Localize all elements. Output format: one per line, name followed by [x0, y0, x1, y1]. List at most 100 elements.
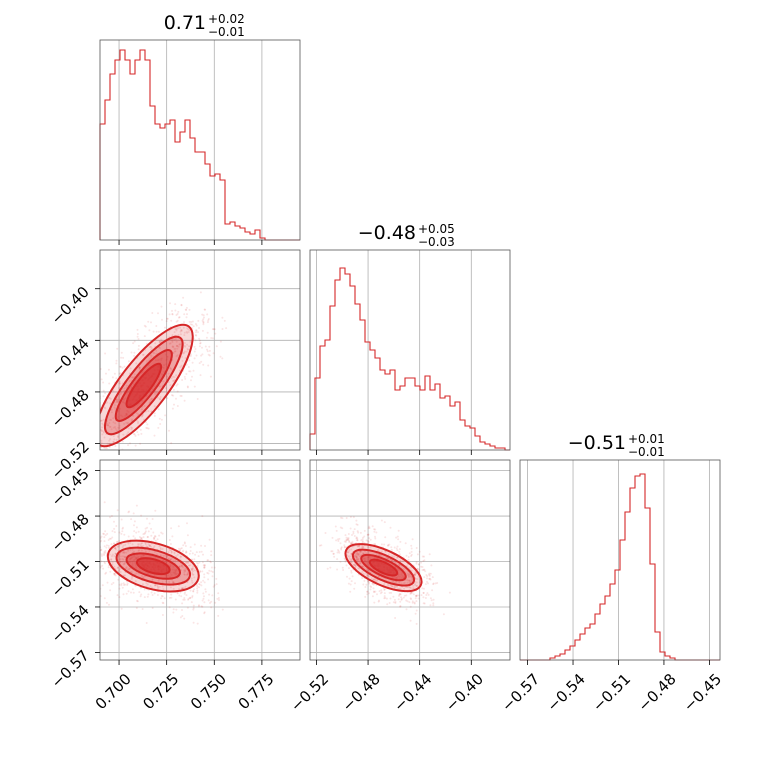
sample-point: [397, 529, 400, 532]
sample-point: [345, 536, 348, 539]
sample-point: [154, 583, 157, 586]
sample-point: [179, 394, 182, 397]
sample-point: [188, 359, 191, 362]
sample-point: [74, 422, 76, 424]
sample-point: [122, 550, 125, 553]
sample-point: [100, 368, 102, 370]
sample-point: [188, 552, 191, 555]
sample-point: [108, 425, 111, 428]
sample-point: [125, 566, 128, 569]
sample-point: [119, 365, 122, 368]
sample-point: [146, 526, 149, 529]
sample-point: [415, 609, 418, 612]
sample-point: [403, 587, 406, 590]
sample-point: [355, 519, 358, 522]
sample-point: [111, 468, 113, 470]
sample-point: [153, 392, 156, 395]
sample-point: [390, 559, 393, 562]
sample-point: [207, 318, 210, 320]
sample-point: [132, 591, 135, 594]
sample-point: [394, 602, 397, 604]
sample-point: [201, 605, 204, 608]
sample-point: [104, 392, 107, 395]
sample-point: [367, 556, 370, 559]
sample-point: [180, 587, 183, 590]
sample-point: [174, 338, 177, 340]
sample-point: [176, 347, 179, 350]
sample-point: [350, 561, 353, 564]
sample-point: [211, 328, 214, 331]
sample-point: [114, 547, 117, 550]
sample-point: [123, 562, 126, 565]
sample-point: [103, 406, 106, 409]
sample-point: [94, 424, 96, 426]
sample-point: [197, 555, 200, 558]
sample-point: [211, 575, 214, 578]
sample-point: [187, 366, 190, 368]
sample-point: [132, 406, 135, 409]
sample-point: [153, 538, 156, 541]
sample-point: [204, 345, 207, 348]
sample-point: [146, 423, 149, 426]
sample-point: [374, 590, 377, 593]
sample-point: [139, 537, 142, 540]
sample-point: [374, 528, 377, 531]
sample-point: [423, 568, 426, 571]
sample-point: [361, 538, 364, 541]
sample-point: [399, 587, 402, 590]
sample-point: [169, 384, 172, 387]
sample-point: [112, 417, 115, 420]
sample-point: [336, 558, 339, 561]
sample-point: [210, 554, 213, 557]
sample-point: [172, 379, 175, 382]
sample-point: [407, 575, 410, 578]
sample-point: [200, 581, 203, 584]
sample-point: [189, 546, 192, 549]
sample-point: [105, 546, 108, 549]
sample-point: [83, 413, 85, 415]
sample-point: [124, 556, 127, 558]
sample-point: [188, 308, 191, 311]
sample-point: [372, 587, 375, 590]
sample-point: [374, 543, 376, 545]
sample-point: [198, 551, 201, 553]
sample-point: [100, 535, 103, 538]
sample-point: [373, 578, 376, 581]
sample-point: [154, 342, 157, 345]
sample-point: [201, 319, 204, 322]
sample-point: [343, 540, 346, 543]
sample-point: [183, 350, 186, 353]
sample-point: [97, 452, 99, 454]
sample-point: [393, 546, 396, 549]
sample-point: [174, 347, 177, 350]
sample-point: [192, 607, 195, 610]
x-tick-label: 0.775: [235, 670, 278, 713]
sample-point: [203, 564, 206, 567]
title-minus: −0.03: [418, 235, 455, 249]
sample-point: [411, 538, 414, 541]
sample-point: [133, 558, 136, 561]
sample-point: [400, 573, 403, 576]
sample-point: [203, 601, 206, 604]
sample-point: [177, 547, 180, 550]
sample-point: [383, 595, 386, 598]
sample-point: [395, 576, 398, 579]
sample-point: [357, 554, 360, 557]
sample-point: [203, 566, 206, 569]
sample-point: [165, 363, 168, 366]
sample-point: [416, 568, 419, 570]
sample-point: [183, 399, 186, 402]
sample-point: [406, 572, 408, 575]
sample-point: [153, 536, 156, 539]
sample-point: [347, 538, 350, 541]
sample-point: [173, 348, 176, 350]
sample-point: [173, 569, 176, 571]
sample-point: [143, 588, 146, 591]
sample-point: [187, 331, 190, 333]
sample-point: [190, 321, 193, 323]
sample-point: [175, 328, 178, 331]
sample-point: [206, 331, 209, 334]
sample-point: [135, 607, 138, 609]
sample-point: [219, 355, 222, 358]
